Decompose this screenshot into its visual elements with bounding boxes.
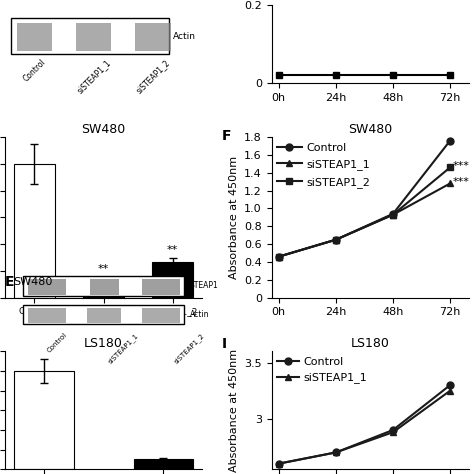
Control (333, 237, 339, 243)
Title: LS180: LS180 (351, 337, 390, 350)
siSTEAP1_1 (333, 449, 339, 455)
Text: ***: *** (453, 161, 469, 171)
FancyBboxPatch shape (23, 276, 184, 296)
Control (333, 449, 339, 455)
Bar (134, 459, 193, 469)
FancyBboxPatch shape (17, 23, 52, 51)
siSTEAP1_1 (447, 181, 453, 186)
Line: siSTEAP1_1: siSTEAP1_1 (275, 180, 454, 260)
Title: SW480: SW480 (82, 123, 126, 136)
siSTEAP1_2 (333, 237, 339, 243)
Text: STEAP1: STEAP1 (190, 281, 219, 290)
Text: I: I (222, 337, 228, 351)
siSTEAP1_1 (276, 254, 282, 259)
siSTEAP1_2 (447, 164, 453, 170)
Text: siSTEAP1_1: siSTEAP1_1 (75, 58, 112, 95)
Text: Actin: Actin (173, 32, 196, 41)
Bar (83, 280, 124, 298)
Bar (14, 164, 55, 298)
Line: siSTEAP1_1: siSTEAP1_1 (275, 387, 454, 467)
Text: siSTEAP1_1: siSTEAP1_1 (107, 332, 140, 365)
Text: F: F (222, 129, 232, 143)
FancyBboxPatch shape (90, 279, 118, 295)
Text: Control: Control (46, 332, 68, 354)
Text: **: ** (98, 264, 109, 273)
Control (447, 382, 453, 388)
Control (276, 254, 282, 259)
FancyBboxPatch shape (28, 279, 66, 295)
Line: Control: Control (275, 382, 454, 467)
Text: siSTEAP1_2: siSTEAP1_2 (135, 58, 172, 95)
Line: Control: Control (275, 137, 454, 260)
Text: Control: Control (21, 58, 47, 84)
FancyBboxPatch shape (87, 308, 121, 323)
siSTEAP1_1 (390, 212, 396, 218)
FancyBboxPatch shape (76, 23, 111, 51)
Bar (152, 262, 193, 298)
Text: siSTEAP1_2: siSTEAP1_2 (173, 332, 206, 365)
Control (390, 211, 396, 217)
siSTEAP1_2 (276, 254, 282, 259)
Text: **: ** (167, 245, 178, 255)
FancyBboxPatch shape (135, 23, 171, 51)
siSTEAP1_2 (390, 212, 396, 218)
Text: Actin: Actin (190, 310, 209, 319)
Line: siSTEAP1_2: siSTEAP1_2 (275, 164, 454, 260)
Legend: Control, siSTEAP1_1: Control, siSTEAP1_1 (277, 357, 367, 383)
FancyBboxPatch shape (142, 308, 180, 323)
siSTEAP1_1 (276, 461, 282, 466)
siSTEAP1_1 (333, 237, 339, 243)
Title: LS180: LS180 (84, 337, 123, 350)
Y-axis label: Absorbance at 450nm: Absorbance at 450nm (228, 156, 238, 279)
Control (447, 137, 453, 143)
FancyBboxPatch shape (28, 308, 66, 323)
Control (276, 461, 282, 466)
Title: SW480: SW480 (348, 123, 392, 136)
FancyBboxPatch shape (142, 279, 180, 295)
FancyBboxPatch shape (11, 18, 169, 54)
Text: E: E (5, 275, 14, 289)
Bar (14, 371, 73, 469)
Text: SW480: SW480 (13, 277, 53, 287)
siSTEAP1_1 (390, 429, 396, 435)
Text: ***: *** (453, 177, 469, 187)
FancyBboxPatch shape (23, 305, 184, 325)
Legend: Control, siSTEAP1_1, siSTEAP1_2: Control, siSTEAP1_1, siSTEAP1_2 (277, 143, 370, 188)
Y-axis label: Absorbance at 450nm: Absorbance at 450nm (228, 349, 239, 472)
siSTEAP1_1 (447, 388, 453, 393)
Control (390, 427, 396, 433)
